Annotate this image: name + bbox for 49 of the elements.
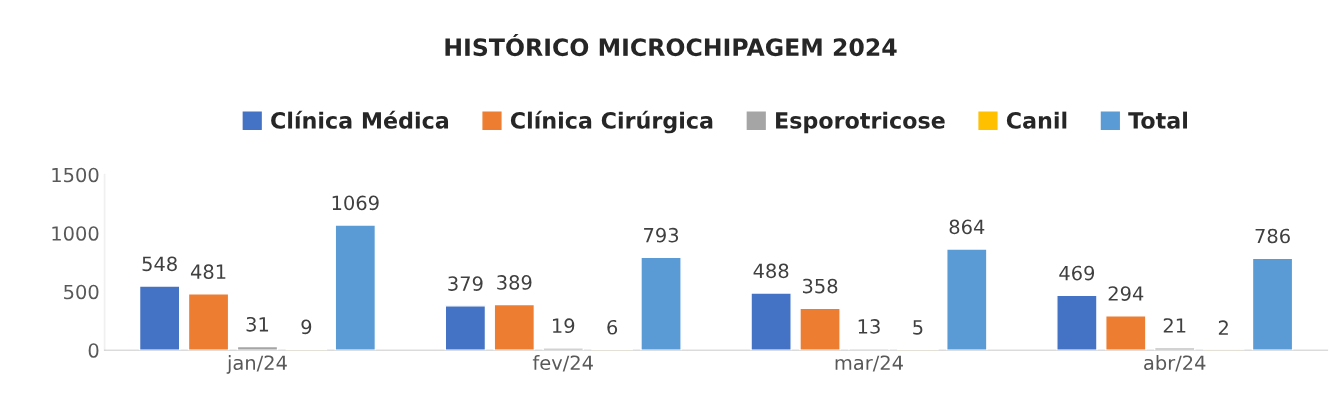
bar (1105, 315, 1147, 351)
y-tick-label: 1500 (52, 167, 99, 183)
bar (334, 224, 377, 351)
bar (542, 347, 584, 351)
data-label: 469 (1059, 265, 1095, 281)
data-label: 358 (802, 278, 838, 294)
data-label: 548 (142, 256, 177, 272)
legend-label: Clínica Cirúrgica (510, 110, 713, 134)
y-tick-label: 500 (64, 284, 99, 300)
bar (493, 303, 536, 351)
bar (750, 292, 792, 351)
y-tick-label: 1000 (52, 226, 99, 241)
bar (799, 307, 841, 351)
x-tick-label: fev/24 (532, 355, 593, 372)
bar (1251, 257, 1294, 351)
data-label: 6 (607, 319, 618, 335)
legend-label: Clínica Médica (271, 110, 449, 129)
y-tick-label: 0 (88, 343, 99, 358)
data-label: 389 (497, 275, 532, 290)
data-label: 481 (190, 264, 226, 280)
data-label: 5 (913, 320, 923, 335)
bar (138, 285, 181, 351)
data-label: 9 (301, 319, 312, 335)
bar (236, 345, 279, 351)
bar (1153, 347, 1196, 351)
data-label: 786 (1255, 228, 1290, 244)
legend-label: Total (1128, 111, 1187, 129)
chart-title: HISTÓRICO MICROCHIPAGEM 2024 (445, 33, 897, 57)
data-label: 864 (949, 219, 985, 235)
legend-label: Esporotricose (776, 111, 945, 134)
data-label: 294 (1108, 286, 1144, 301)
data-label: 31 (246, 316, 269, 332)
x-tick-label: jan/24 (226, 355, 287, 374)
data-label: 21 (1163, 318, 1186, 333)
data-label: 19 (552, 318, 575, 334)
legend-label: Canil (1006, 111, 1067, 129)
data-label: 2 (1218, 320, 1228, 335)
data-label: 13 (858, 319, 880, 334)
bar (1056, 294, 1098, 351)
bar (444, 305, 487, 351)
bar (640, 256, 682, 351)
data-label: 793 (644, 227, 679, 243)
x-tick-label: abr/24 (1144, 355, 1206, 372)
bar (187, 293, 230, 351)
data-label: 379 (448, 276, 483, 291)
data-label: 488 (753, 263, 789, 279)
bar (946, 248, 988, 351)
data-label: 1069 (332, 195, 379, 211)
x-tick-label: mar/24 (835, 355, 903, 372)
